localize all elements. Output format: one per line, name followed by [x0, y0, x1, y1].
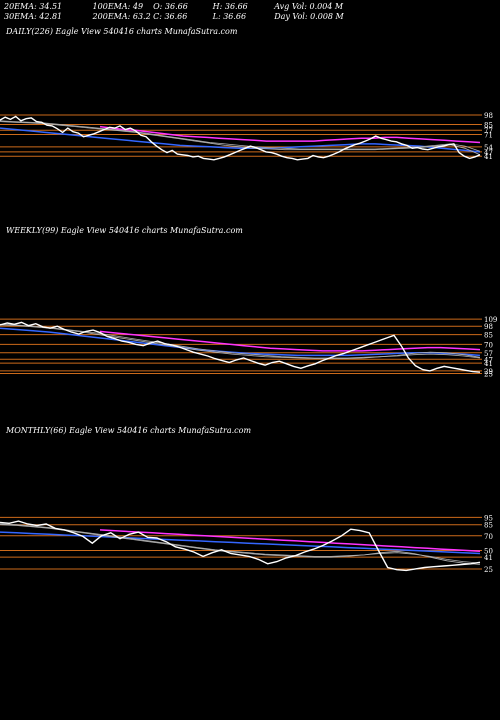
- weekly-level-label-98: 98: [484, 323, 493, 331]
- monthly-level-label-25: 25: [484, 566, 493, 574]
- monthly-level-label-85: 85: [484, 522, 493, 530]
- daily-blue-line: [0, 127, 481, 153]
- stat-30ema: 30EMA: 42.81: [4, 12, 63, 21]
- weekly-level-label-70: 70: [484, 341, 493, 349]
- stat-200ema: 200EMA: 63.2: [92, 12, 151, 21]
- weekly-level-label-109: 109: [484, 316, 497, 324]
- monthly-price-line: [0, 520, 481, 572]
- daily-level-label-85: 85: [484, 121, 493, 129]
- monthly-level-label-95: 95: [484, 514, 493, 522]
- monthly-level-label-50: 50: [484, 548, 493, 556]
- weekly-level-label-29: 29: [484, 368, 493, 376]
- stat-low: L: 36.66: [212, 12, 247, 21]
- monthly-ema-slow-line: [0, 523, 481, 564]
- weekly-ema-fast-line: [0, 324, 481, 359]
- stat-avg-vol: Avg Vol: 0.004 M: [274, 2, 344, 11]
- weekly-blue-line: [0, 327, 481, 357]
- weekly-level-label-57: 57: [484, 350, 493, 358]
- daily-level-label-54: 54: [484, 144, 493, 152]
- monthly-level-label-41: 41: [484, 554, 493, 562]
- monthly-chart-title: MONTHLY(66) Eagle View 540416 charts Mun…: [6, 426, 252, 435]
- weekly-price-line: [0, 321, 481, 373]
- stat-day-vol: Day Vol: 0.008 M: [274, 12, 344, 21]
- daily-level-label-71: 71: [484, 132, 493, 140]
- monthly-ema-fast-line: [0, 524, 481, 565]
- stat-high: H: 36.66: [212, 2, 248, 11]
- weekly-ema-slow-line: [0, 323, 481, 359]
- weekly-level-label-41: 41: [484, 360, 493, 368]
- stats-row-2: 30EMA: 42.81 200EMA: 63.2 C: 36.66 L: 36…: [4, 12, 344, 22]
- monthly-level-label-70: 70: [484, 533, 493, 541]
- stats-row-1: 20EMA: 34.51 100EMA: 49 O: 36.66 H: 36.6…: [4, 2, 344, 12]
- daily-level-label-41: 41: [484, 153, 493, 161]
- daily-level-label-47: 47: [484, 149, 493, 157]
- weekly-magenta-line: [99, 330, 481, 352]
- daily-magenta-line: [99, 125, 481, 144]
- stat-close: C: 36.66: [153, 12, 188, 21]
- stat-open: O: 36.66: [153, 2, 188, 11]
- stat-20ema: 20EMA: 34.51: [4, 2, 63, 11]
- daily-ema-fast-line: [0, 121, 481, 156]
- daily-level-label-77: 77: [484, 127, 493, 135]
- weekly-level-label-25: 25: [484, 371, 493, 379]
- weekly-level-label-85: 85: [484, 332, 493, 340]
- daily-level-label-98: 98: [484, 112, 493, 120]
- daily-chart-title: DAILY(226) Eagle View 540416 charts Muna…: [6, 27, 238, 36]
- weekly-level-label-47: 47: [484, 356, 493, 364]
- daily-price-line: [0, 115, 481, 161]
- header-stats: 20EMA: 34.51 100EMA: 49 O: 36.66 H: 36.6…: [4, 2, 344, 22]
- monthly-magenta-line: [99, 529, 481, 553]
- stat-100ema: 100EMA: 49: [92, 2, 144, 11]
- daily-ema-slow-line: [0, 120, 481, 152]
- weekly-chart-title: WEEKLY(99) Eagle View 540416 charts Muna…: [6, 226, 243, 235]
